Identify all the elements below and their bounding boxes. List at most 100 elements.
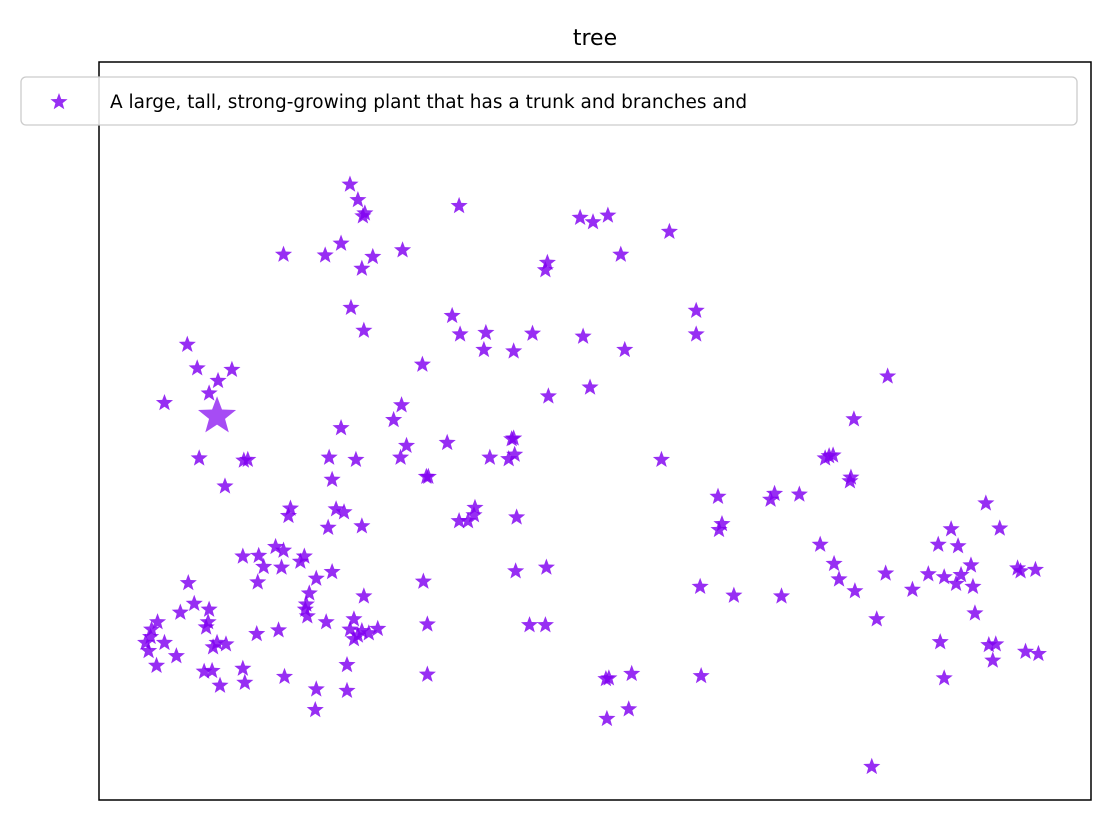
data-point	[536, 616, 554, 633]
data-point	[317, 613, 335, 630]
data-point	[949, 537, 967, 554]
data-point	[451, 325, 469, 342]
data-point	[335, 503, 353, 520]
data-point	[393, 241, 412, 258]
data-point	[147, 656, 166, 673]
data-point	[323, 562, 341, 580]
data-point	[477, 323, 495, 341]
data-point	[459, 512, 477, 529]
data-point	[1016, 642, 1035, 659]
data-point	[142, 627, 160, 645]
data-point	[845, 410, 863, 427]
data-point	[155, 393, 174, 411]
data-point	[239, 450, 257, 468]
data-point	[919, 565, 937, 582]
data-point	[148, 613, 167, 630]
data-point	[418, 665, 436, 682]
data-point	[660, 222, 678, 240]
data-point	[320, 448, 338, 465]
data-point	[369, 619, 387, 637]
data-point	[274, 245, 293, 262]
data-point	[691, 577, 709, 594]
data-point	[935, 669, 953, 686]
data-point	[824, 446, 842, 463]
data-point	[762, 490, 780, 507]
data-point	[966, 604, 984, 621]
data-point	[506, 445, 524, 462]
data-point	[385, 410, 403, 428]
data-point	[877, 564, 895, 581]
data-point	[356, 204, 374, 221]
data-point	[623, 664, 641, 682]
data-point	[355, 587, 373, 604]
data-point	[200, 600, 218, 617]
data-point	[319, 518, 337, 535]
data-point	[327, 500, 345, 517]
data-point	[620, 700, 638, 717]
data-point	[279, 506, 298, 524]
data-point	[977, 494, 995, 511]
data-point	[879, 367, 897, 384]
data-point	[652, 450, 671, 468]
data-point	[687, 325, 705, 342]
data-point	[392, 448, 410, 465]
data-point	[393, 396, 411, 413]
data-point	[307, 680, 325, 697]
data-point	[947, 574, 965, 592]
highlighted-point	[198, 396, 237, 433]
legend-marker	[50, 93, 68, 110]
data-point	[466, 498, 484, 516]
data-point	[234, 547, 252, 564]
data-point	[297, 595, 315, 612]
data-point	[1026, 560, 1045, 578]
data-point	[248, 624, 266, 642]
data-point	[438, 433, 456, 451]
data-point	[341, 175, 359, 192]
data-point	[450, 512, 468, 529]
data-point	[360, 624, 378, 641]
data-point	[709, 487, 727, 504]
data-point	[295, 547, 313, 564]
data-point	[275, 667, 294, 685]
data-point	[349, 626, 367, 643]
data-point	[692, 667, 710, 684]
data-point	[137, 633, 155, 651]
data-point	[537, 558, 555, 575]
data-point	[211, 676, 229, 693]
data-point	[397, 436, 416, 454]
data-point	[338, 655, 356, 673]
data-point	[185, 594, 203, 611]
data-point	[599, 206, 617, 223]
data-point	[846, 582, 864, 599]
data-point	[616, 340, 634, 358]
data-point	[217, 635, 235, 652]
data-point	[347, 450, 365, 468]
data-point	[306, 700, 324, 718]
data-point	[443, 306, 461, 324]
data-point	[281, 499, 300, 516]
data-point	[584, 213, 602, 230]
data-point	[581, 378, 599, 395]
data-point	[179, 574, 197, 591]
data-point	[272, 558, 291, 575]
data-point	[725, 586, 743, 603]
data-point	[500, 450, 518, 467]
data-point	[962, 556, 980, 573]
data-point	[199, 613, 217, 630]
data-point	[450, 196, 468, 214]
legend-label: A large, tall, strong-growing plant that…	[110, 92, 747, 113]
data-point	[574, 327, 592, 344]
data-points	[137, 175, 1047, 775]
data-point	[234, 659, 252, 676]
data-point	[508, 508, 526, 525]
data-point	[816, 449, 834, 466]
legend-box	[20, 76, 1078, 126]
data-point	[507, 562, 525, 579]
data-point	[505, 429, 523, 446]
plot-area	[98, 61, 1092, 801]
data-point	[830, 570, 848, 587]
data-point	[255, 557, 273, 575]
data-point	[481, 448, 499, 465]
data-point	[267, 537, 285, 555]
